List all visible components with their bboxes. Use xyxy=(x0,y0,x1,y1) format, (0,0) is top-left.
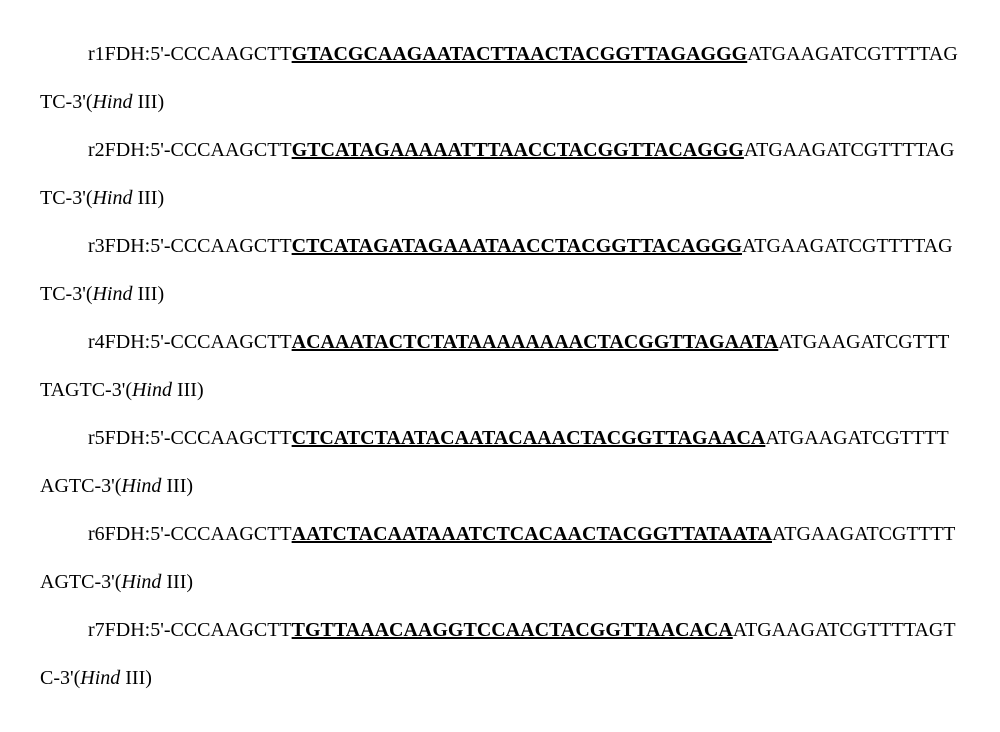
sequence-entry: r2FDH:5'-CCCAAGCTTGTCATAGAAAAATTTAACCTAC… xyxy=(40,126,960,222)
enzyme-name: Hind xyxy=(92,91,132,113)
sequence-insert: AATCTACAATAAATCTCACAACTACGGTTATAATA xyxy=(292,523,772,545)
sequence-label: r4FDH:5'- xyxy=(88,331,171,353)
sequence-insert: TGTTAAACAAGGTCCAACTACGGTTAACACA xyxy=(292,619,733,641)
enzyme-roman: III) xyxy=(132,283,164,305)
sequence-insert: CTCATAGATAGAAATAACCTACGGTTACAGGG xyxy=(292,235,742,257)
sequence-prefix: CCCAAGCTT xyxy=(171,523,292,545)
enzyme-roman: III) xyxy=(132,187,164,209)
sequence-entry: r4FDH:5'-CCCAAGCTTACAAATACTCTATAAAAAAAAC… xyxy=(40,318,960,414)
sequence-entry: r3FDH:5'-CCCAAGCTTCTCATAGATAGAAATAACCTAC… xyxy=(40,222,960,318)
enzyme-roman: III) xyxy=(120,667,152,689)
sequence-label: r5FDH:5'- xyxy=(88,427,171,449)
sequence-prefix: CCCAAGCTT xyxy=(171,43,292,65)
sequence-prefix: CCCAAGCTT xyxy=(171,139,292,161)
sequence-prefix: CCCAAGCTT xyxy=(171,619,292,641)
enzyme-roman: III) xyxy=(172,379,204,401)
sequence-insert: CTCATCTAATACAATACAAACTACGGTTAGAACA xyxy=(292,427,766,449)
sequence-label: r3FDH:5'- xyxy=(88,235,171,257)
enzyme-name: Hind xyxy=(80,667,120,689)
enzyme-name: Hind xyxy=(92,283,132,305)
sequence-prefix: CCCAAGCTT xyxy=(171,331,292,353)
sequence-prefix: CCCAAGCTT xyxy=(171,427,292,449)
sequence-insert: GTACGCAAGAATACTTAACTACGGTTAGAGGG xyxy=(292,43,748,65)
sequence-entry: r6FDH:5'-CCCAAGCTTAATCTACAATAAATCTCACAAC… xyxy=(40,510,960,606)
enzyme-name: Hind xyxy=(121,571,161,593)
enzyme-name: Hind xyxy=(132,379,172,401)
enzyme-name: Hind xyxy=(121,475,161,497)
sequence-insert: ACAAATACTCTATAAAAAAAACTACGGTTAGAATA xyxy=(292,331,779,353)
sequence-label: r6FDH:5'- xyxy=(88,523,171,545)
sequence-label: r2FDH:5'- xyxy=(88,139,171,161)
sequence-entry: r7FDH:5'-CCCAAGCTTTGTTAAACAAGGTCCAACTACG… xyxy=(40,606,960,702)
sequence-label: r7FDH:5'- xyxy=(88,619,171,641)
sequence-entry: r1FDH:5'-CCCAAGCTTGTACGCAAGAATACTTAACTAC… xyxy=(40,30,960,126)
enzyme-roman: III) xyxy=(132,91,164,113)
sequence-label: r1FDH:5'- xyxy=(88,43,171,65)
sequence-entry: r5FDH:5'-CCCAAGCTTCTCATCTAATACAATACAAACT… xyxy=(40,414,960,510)
sequence-prefix: CCCAAGCTT xyxy=(171,235,292,257)
sequence-document: r1FDH:5'-CCCAAGCTTGTACGCAAGAATACTTAACTAC… xyxy=(40,30,960,702)
enzyme-name: Hind xyxy=(92,187,132,209)
sequence-insert: GTCATAGAAAAATTTAACCTACGGTTACAGGG xyxy=(292,139,744,161)
enzyme-roman: III) xyxy=(161,475,193,497)
enzyme-roman: III) xyxy=(161,571,193,593)
